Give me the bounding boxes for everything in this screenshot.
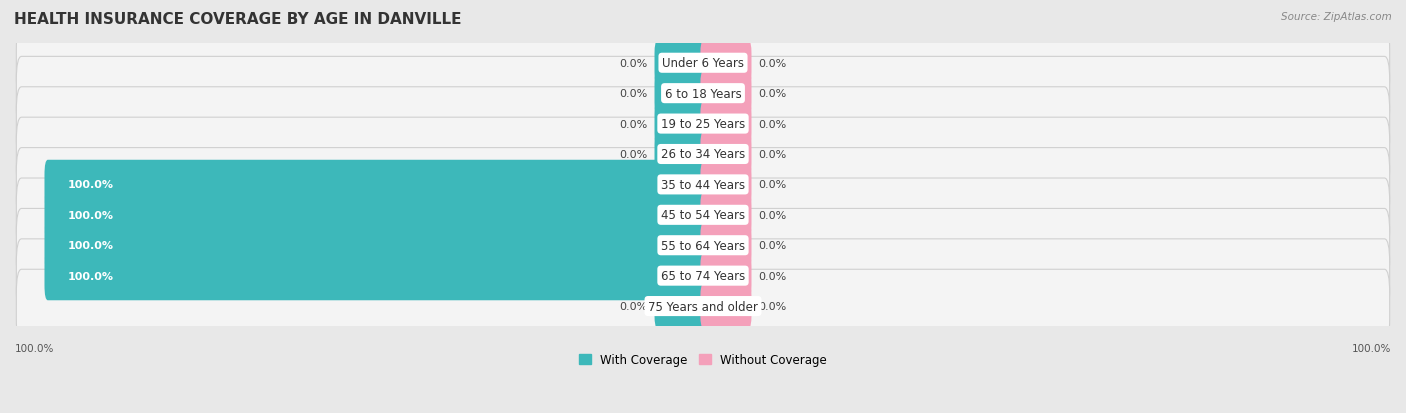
Text: 45 to 54 Years: 45 to 54 Years <box>661 209 745 222</box>
FancyBboxPatch shape <box>700 254 751 297</box>
FancyBboxPatch shape <box>700 194 751 237</box>
FancyBboxPatch shape <box>17 118 1389 191</box>
FancyBboxPatch shape <box>700 164 751 206</box>
Text: 0.0%: 0.0% <box>759 119 787 129</box>
Text: Source: ZipAtlas.com: Source: ZipAtlas.com <box>1281 12 1392 22</box>
Text: 55 to 64 Years: 55 to 64 Years <box>661 239 745 252</box>
Legend: With Coverage, Without Coverage: With Coverage, Without Coverage <box>574 349 832 371</box>
FancyBboxPatch shape <box>45 252 706 301</box>
FancyBboxPatch shape <box>17 57 1389 131</box>
FancyBboxPatch shape <box>17 270 1389 343</box>
Text: 100.0%: 100.0% <box>67 271 114 281</box>
Text: 6 to 18 Years: 6 to 18 Years <box>665 88 741 100</box>
Text: 0.0%: 0.0% <box>619 301 647 311</box>
Text: 0.0%: 0.0% <box>759 59 787 69</box>
Text: 100.0%: 100.0% <box>67 180 114 190</box>
FancyBboxPatch shape <box>700 42 751 85</box>
Text: 0.0%: 0.0% <box>619 59 647 69</box>
FancyBboxPatch shape <box>17 27 1389 100</box>
Text: 0.0%: 0.0% <box>759 271 787 281</box>
Text: 0.0%: 0.0% <box>759 180 787 190</box>
FancyBboxPatch shape <box>655 42 706 85</box>
FancyBboxPatch shape <box>45 160 706 209</box>
Text: 100.0%: 100.0% <box>67 210 114 220</box>
FancyBboxPatch shape <box>700 72 751 116</box>
FancyBboxPatch shape <box>17 178 1389 252</box>
Text: Under 6 Years: Under 6 Years <box>662 57 744 70</box>
FancyBboxPatch shape <box>655 285 706 328</box>
Text: 0.0%: 0.0% <box>759 150 787 159</box>
Text: 0.0%: 0.0% <box>759 89 787 99</box>
FancyBboxPatch shape <box>700 224 751 267</box>
FancyBboxPatch shape <box>45 191 706 240</box>
Text: 0.0%: 0.0% <box>759 210 787 220</box>
FancyBboxPatch shape <box>45 221 706 270</box>
Text: 0.0%: 0.0% <box>619 89 647 99</box>
Text: 0.0%: 0.0% <box>619 119 647 129</box>
Text: 100.0%: 100.0% <box>67 241 114 251</box>
FancyBboxPatch shape <box>700 103 751 146</box>
FancyBboxPatch shape <box>17 88 1389 161</box>
Text: 100.0%: 100.0% <box>15 343 55 353</box>
Text: 19 to 25 Years: 19 to 25 Years <box>661 118 745 131</box>
Text: 75 Years and older: 75 Years and older <box>648 300 758 313</box>
FancyBboxPatch shape <box>700 285 751 328</box>
FancyBboxPatch shape <box>17 148 1389 222</box>
Text: 0.0%: 0.0% <box>619 150 647 159</box>
FancyBboxPatch shape <box>700 133 751 176</box>
Text: 26 to 34 Years: 26 to 34 Years <box>661 148 745 161</box>
Text: 65 to 74 Years: 65 to 74 Years <box>661 270 745 282</box>
FancyBboxPatch shape <box>655 103 706 146</box>
Text: 0.0%: 0.0% <box>759 241 787 251</box>
Text: 0.0%: 0.0% <box>759 301 787 311</box>
FancyBboxPatch shape <box>655 133 706 176</box>
FancyBboxPatch shape <box>17 239 1389 313</box>
FancyBboxPatch shape <box>17 209 1389 282</box>
Text: HEALTH INSURANCE COVERAGE BY AGE IN DANVILLE: HEALTH INSURANCE COVERAGE BY AGE IN DANV… <box>14 12 461 27</box>
Text: 35 to 44 Years: 35 to 44 Years <box>661 178 745 192</box>
Text: 100.0%: 100.0% <box>1351 343 1391 353</box>
FancyBboxPatch shape <box>655 72 706 116</box>
